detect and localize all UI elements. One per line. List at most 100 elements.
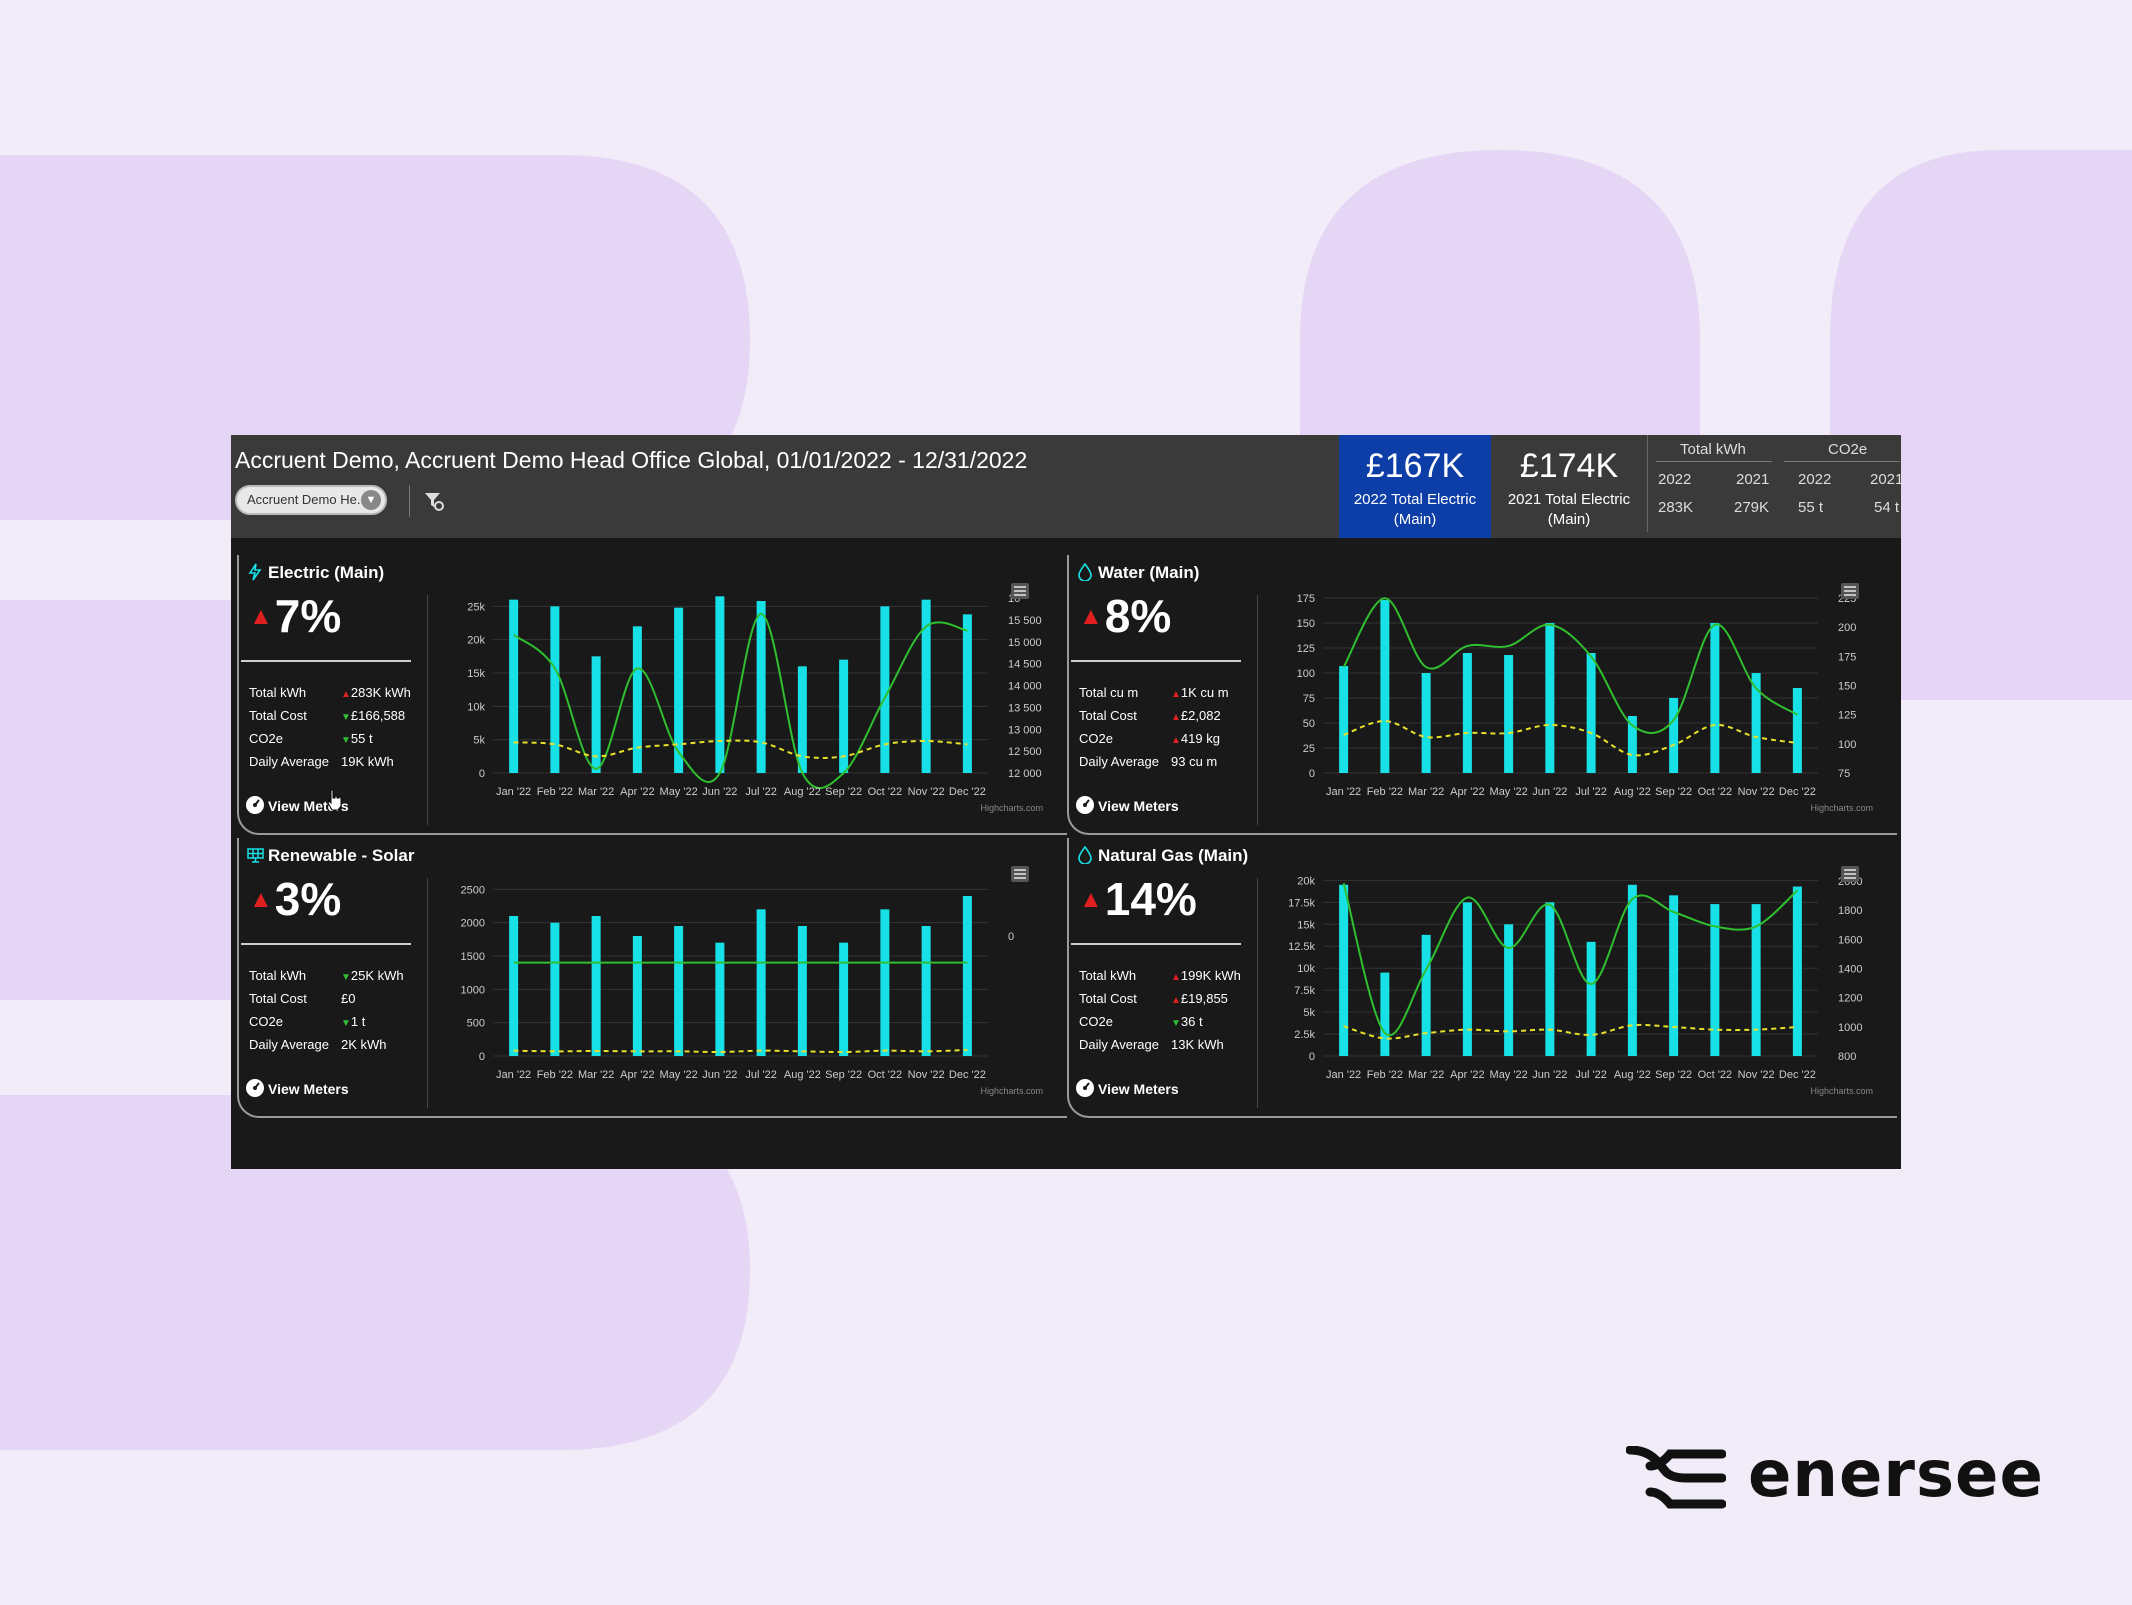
- divider: [1257, 878, 1258, 1108]
- x-tick-label: Aug '22: [1614, 786, 1651, 798]
- x-tick-label: Nov '22: [908, 1069, 945, 1081]
- summary-kwh-year2: 2021: [1736, 471, 1770, 488]
- y-tick-label: 50: [1303, 718, 1315, 730]
- x-tick-label: Jul '22: [1575, 1069, 1606, 1081]
- x-tick-label: May '22: [1490, 786, 1528, 798]
- stat-label: Total kWh: [249, 685, 307, 700]
- site-dropdown-value: Accruent Demo He...: [247, 492, 368, 507]
- summary-kwh-val2: 279K: [1734, 499, 1770, 516]
- stat-label: CO2e: [1079, 1014, 1113, 1029]
- chart-menu-icon[interactable]: [1841, 583, 1859, 599]
- x-tick-label: Oct '22: [1698, 1069, 1733, 1081]
- y-tick-label: 1500: [461, 951, 485, 963]
- summary-co2-year2: 2021: [1870, 471, 1901, 488]
- bar: [1339, 666, 1349, 773]
- bar: [1462, 653, 1472, 773]
- highcharts-credit: Highcharts.com: [1810, 1086, 1873, 1096]
- y-tick-label: 20k: [467, 635, 485, 647]
- x-tick-label: Feb '22: [1367, 786, 1403, 798]
- series-line: [1342, 882, 1799, 1037]
- bar: [797, 926, 807, 1056]
- x-tick-label: Feb '22: [537, 1069, 573, 1081]
- y-tick-label: 175: [1297, 593, 1315, 605]
- x-tick-label: Nov '22: [1738, 786, 1775, 798]
- bar: [591, 916, 601, 1056]
- y-right-tick-label: 1800: [1838, 905, 1862, 917]
- gauge-icon: [1076, 796, 1094, 814]
- kpi-label: 2022 Total Electric (Main): [1353, 491, 1477, 528]
- trend-down-icon: ▼: [341, 712, 351, 723]
- change-percent: ▲14%: [1079, 873, 1197, 925]
- y-right-tick-label: 1000: [1838, 1022, 1862, 1034]
- bar: [715, 942, 725, 1056]
- summary-co2-val1: 55 t: [1798, 499, 1824, 516]
- series-line: [512, 612, 968, 790]
- trend-up-icon: ▲: [249, 886, 273, 913]
- summary-co2-val2: 54 t: [1874, 499, 1900, 516]
- stat-value: ▲283K kWh: [341, 685, 411, 700]
- view-meters-button[interactable]: View Meters: [1075, 795, 1179, 815]
- stat-label: CO2e: [1079, 731, 1113, 746]
- y-right-tick-label: 14 000: [1008, 681, 1042, 693]
- y-right-tick-label: 1200: [1838, 993, 1862, 1005]
- bar: [1792, 886, 1802, 1056]
- x-tick-label: Sep '22: [825, 1069, 862, 1081]
- y-right-tick-label: 175: [1838, 651, 1856, 663]
- bar: [674, 926, 684, 1056]
- gauge-icon: [1076, 1079, 1094, 1097]
- x-tick-label: Nov '22: [1738, 1069, 1775, 1081]
- x-tick-label: May '22: [1490, 1069, 1528, 1081]
- series-dashed-line: [1343, 719, 1798, 757]
- solar-panel-icon: [247, 848, 264, 863]
- divider: [1257, 595, 1258, 825]
- filter-settings-icon[interactable]: [423, 490, 445, 512]
- view-meters-button[interactable]: View Meters: [1075, 1078, 1179, 1098]
- bar: [550, 922, 560, 1056]
- bar: [756, 909, 766, 1056]
- bar: [1339, 884, 1349, 1056]
- y-right-tick-label: 13 000: [1008, 724, 1042, 736]
- stat-label: Total Cost: [1079, 991, 1137, 1006]
- bar: [1380, 972, 1390, 1056]
- summary-table: Total kWh CO2e 2022 2021 2022 2021 283K …: [1647, 435, 1901, 532]
- x-tick-label: Sep '22: [825, 786, 862, 798]
- y-tick-label: 150: [1297, 618, 1315, 630]
- bar: [880, 909, 890, 1056]
- trend-down-icon: ▼: [1171, 1018, 1181, 1029]
- panel-water: Water (Main) ▲8% Total cu m ▲1K cu m Total C…: [1067, 555, 1897, 835]
- y-right-tick-label: 200: [1838, 622, 1856, 634]
- y-right-tick-label: 15 000: [1008, 637, 1042, 649]
- trend-up-icon: ▲: [1171, 972, 1181, 983]
- stat-label: Total Cost: [1079, 708, 1137, 723]
- bar: [962, 614, 972, 773]
- summary-co2-header: CO2e: [1828, 441, 1868, 458]
- series-dashed-line: [513, 739, 968, 759]
- stat-label: Daily Average: [1079, 1037, 1159, 1052]
- stat-value: 2K kWh: [341, 1037, 387, 1052]
- y-right-tick-label: 12 000: [1008, 768, 1042, 780]
- bar: [1751, 904, 1761, 1056]
- panel-frame: [1067, 555, 1897, 835]
- x-tick-label: Dec '22: [1779, 1069, 1816, 1081]
- x-tick-label: Apr '22: [1450, 1069, 1485, 1081]
- stat-value: 93 cu m: [1171, 754, 1218, 769]
- gas-flame-icon: [1078, 845, 1092, 865]
- bar: [591, 656, 601, 773]
- site-dropdown[interactable]: Accruent Demo He... ▼: [235, 485, 387, 515]
- stat-value: ▼25K kWh: [341, 968, 404, 983]
- bar: [1627, 716, 1637, 773]
- trend-up-icon: ▲: [1079, 603, 1103, 630]
- y-tick-label: 0: [1309, 1051, 1315, 1063]
- gauge-icon: [246, 1079, 264, 1097]
- series-dashed-line: [513, 1049, 968, 1054]
- y-right-tick-label: 15 500: [1008, 615, 1042, 627]
- view-meters-button[interactable]: View Meters: [245, 1078, 349, 1098]
- y-tick-label: 25k: [467, 601, 485, 613]
- bar: [797, 666, 807, 773]
- chart-menu-icon[interactable]: [1841, 866, 1859, 882]
- x-tick-label: Apr '22: [620, 1069, 655, 1081]
- stat-label: Daily Average: [249, 754, 329, 769]
- y-right-tick-label: 125: [1838, 710, 1856, 722]
- chart-menu-icon[interactable]: [1011, 866, 1029, 882]
- chart-menu-icon[interactable]: [1011, 583, 1029, 599]
